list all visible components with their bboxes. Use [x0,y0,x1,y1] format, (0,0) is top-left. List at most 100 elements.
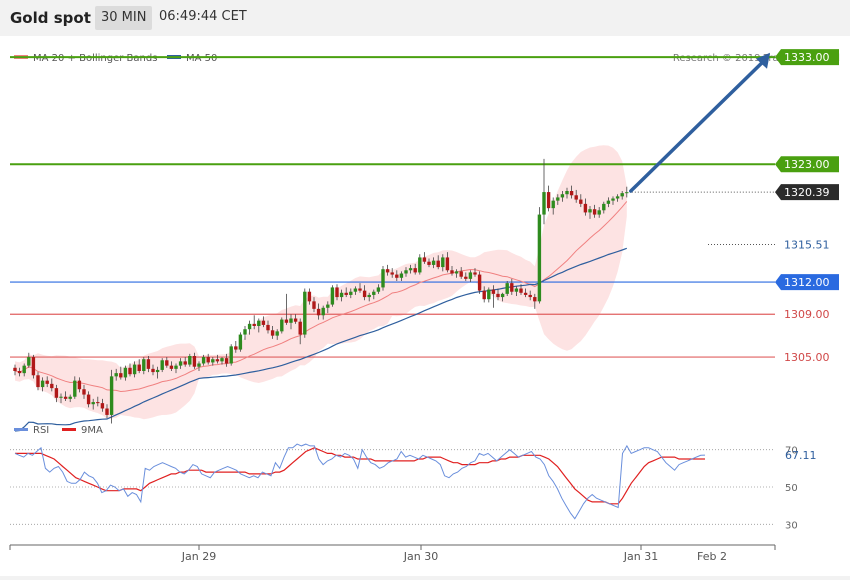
candle [560,191,565,202]
candle-body [560,194,565,198]
candle [270,326,275,339]
candle-body [22,365,26,374]
candle-body [537,214,542,302]
candle-body [408,268,413,271]
candle-body [358,288,362,291]
candle-body [243,329,247,335]
candle [533,293,537,309]
x-axis: Jan 29 Jan 30 Jan 31 Feb 2 [9,544,776,563]
candle [390,268,394,278]
candle [427,258,431,268]
candle [450,266,454,276]
candle-body [261,320,266,325]
candle-body [625,192,629,194]
candle-body [229,346,233,364]
candle [418,254,422,275]
candle-body [372,291,376,295]
candle-body [349,291,353,295]
candle [496,288,500,301]
candle [381,266,385,291]
candle [224,353,229,367]
candle-body [491,289,496,294]
candle [372,289,376,300]
candle-body [54,388,59,398]
candle [592,204,597,218]
candle-body [602,203,606,211]
candle [215,354,220,364]
candle [40,377,45,392]
ma50-line [14,247,628,432]
candle [211,357,215,366]
candle-body [234,346,238,350]
candle [298,318,302,345]
instrument-title: Gold spot [10,9,91,27]
candle-body [86,394,91,405]
candle-body [174,365,178,369]
candle [399,271,404,281]
ma20-line [14,201,628,393]
candle-body [353,288,358,292]
price-tag-1312.00: 1312.00 [784,276,830,289]
candle-body [583,203,588,213]
candle-body [238,334,243,350]
price-tag-1323.00: 1323.00 [784,158,830,171]
candle [284,293,289,325]
candle-body [151,368,155,373]
x-tick-label: Jan 29 [181,550,216,563]
candle-body [500,293,505,298]
candle [137,359,141,374]
candle [165,357,169,368]
candle-body [381,269,385,288]
price-tag-bg-1320.39 [775,184,839,201]
candle [280,317,284,334]
candle [36,372,40,391]
candle [229,344,233,366]
candle-body [464,276,468,279]
candle [206,353,210,365]
candle-body [105,408,109,415]
candle [146,356,151,373]
candle [602,201,606,214]
candle-body [422,257,427,262]
candle-body [114,373,118,377]
candle [408,264,413,274]
candle-body [321,307,325,316]
candle [519,284,523,295]
candle-body [326,304,330,308]
rsi-legend-label: RSI [33,425,49,436]
chart-panel: MA 20 + Bollinger Bands MA 50 Research ©… [0,36,850,576]
interval-selector[interactable]: 30 MIN [95,6,153,30]
candle [588,206,592,219]
candle [335,284,339,301]
candle [482,286,486,303]
candle [620,191,624,200]
candle-body [211,359,215,363]
candle [546,185,551,212]
rsi-level-label-50: 50 [785,483,798,494]
candle-body [100,403,105,409]
candle-body [197,363,201,367]
candle-body [59,396,63,398]
candle-body [445,257,450,271]
candle [579,194,583,208]
candle [151,364,155,376]
candle [234,341,238,353]
header-bar: Gold spot 30 MIN 06:49:44 CET [0,0,850,36]
price-tag-1305.00: 1305.00 [784,351,830,364]
candle-body [155,369,160,373]
moving-averages [14,201,628,432]
candle-body [215,359,220,362]
candle-body [303,291,307,335]
candle-body [385,269,390,273]
candle-body [362,290,367,298]
candle [477,271,482,294]
candle-body [620,193,624,197]
x-tick-label: Jan 31 [623,550,658,563]
candle-body [17,371,22,374]
candle [247,320,252,335]
candle-body [413,268,417,273]
bollinger-bands [15,145,627,420]
candle [542,158,546,225]
candle [395,270,399,281]
candle-body [431,260,436,265]
